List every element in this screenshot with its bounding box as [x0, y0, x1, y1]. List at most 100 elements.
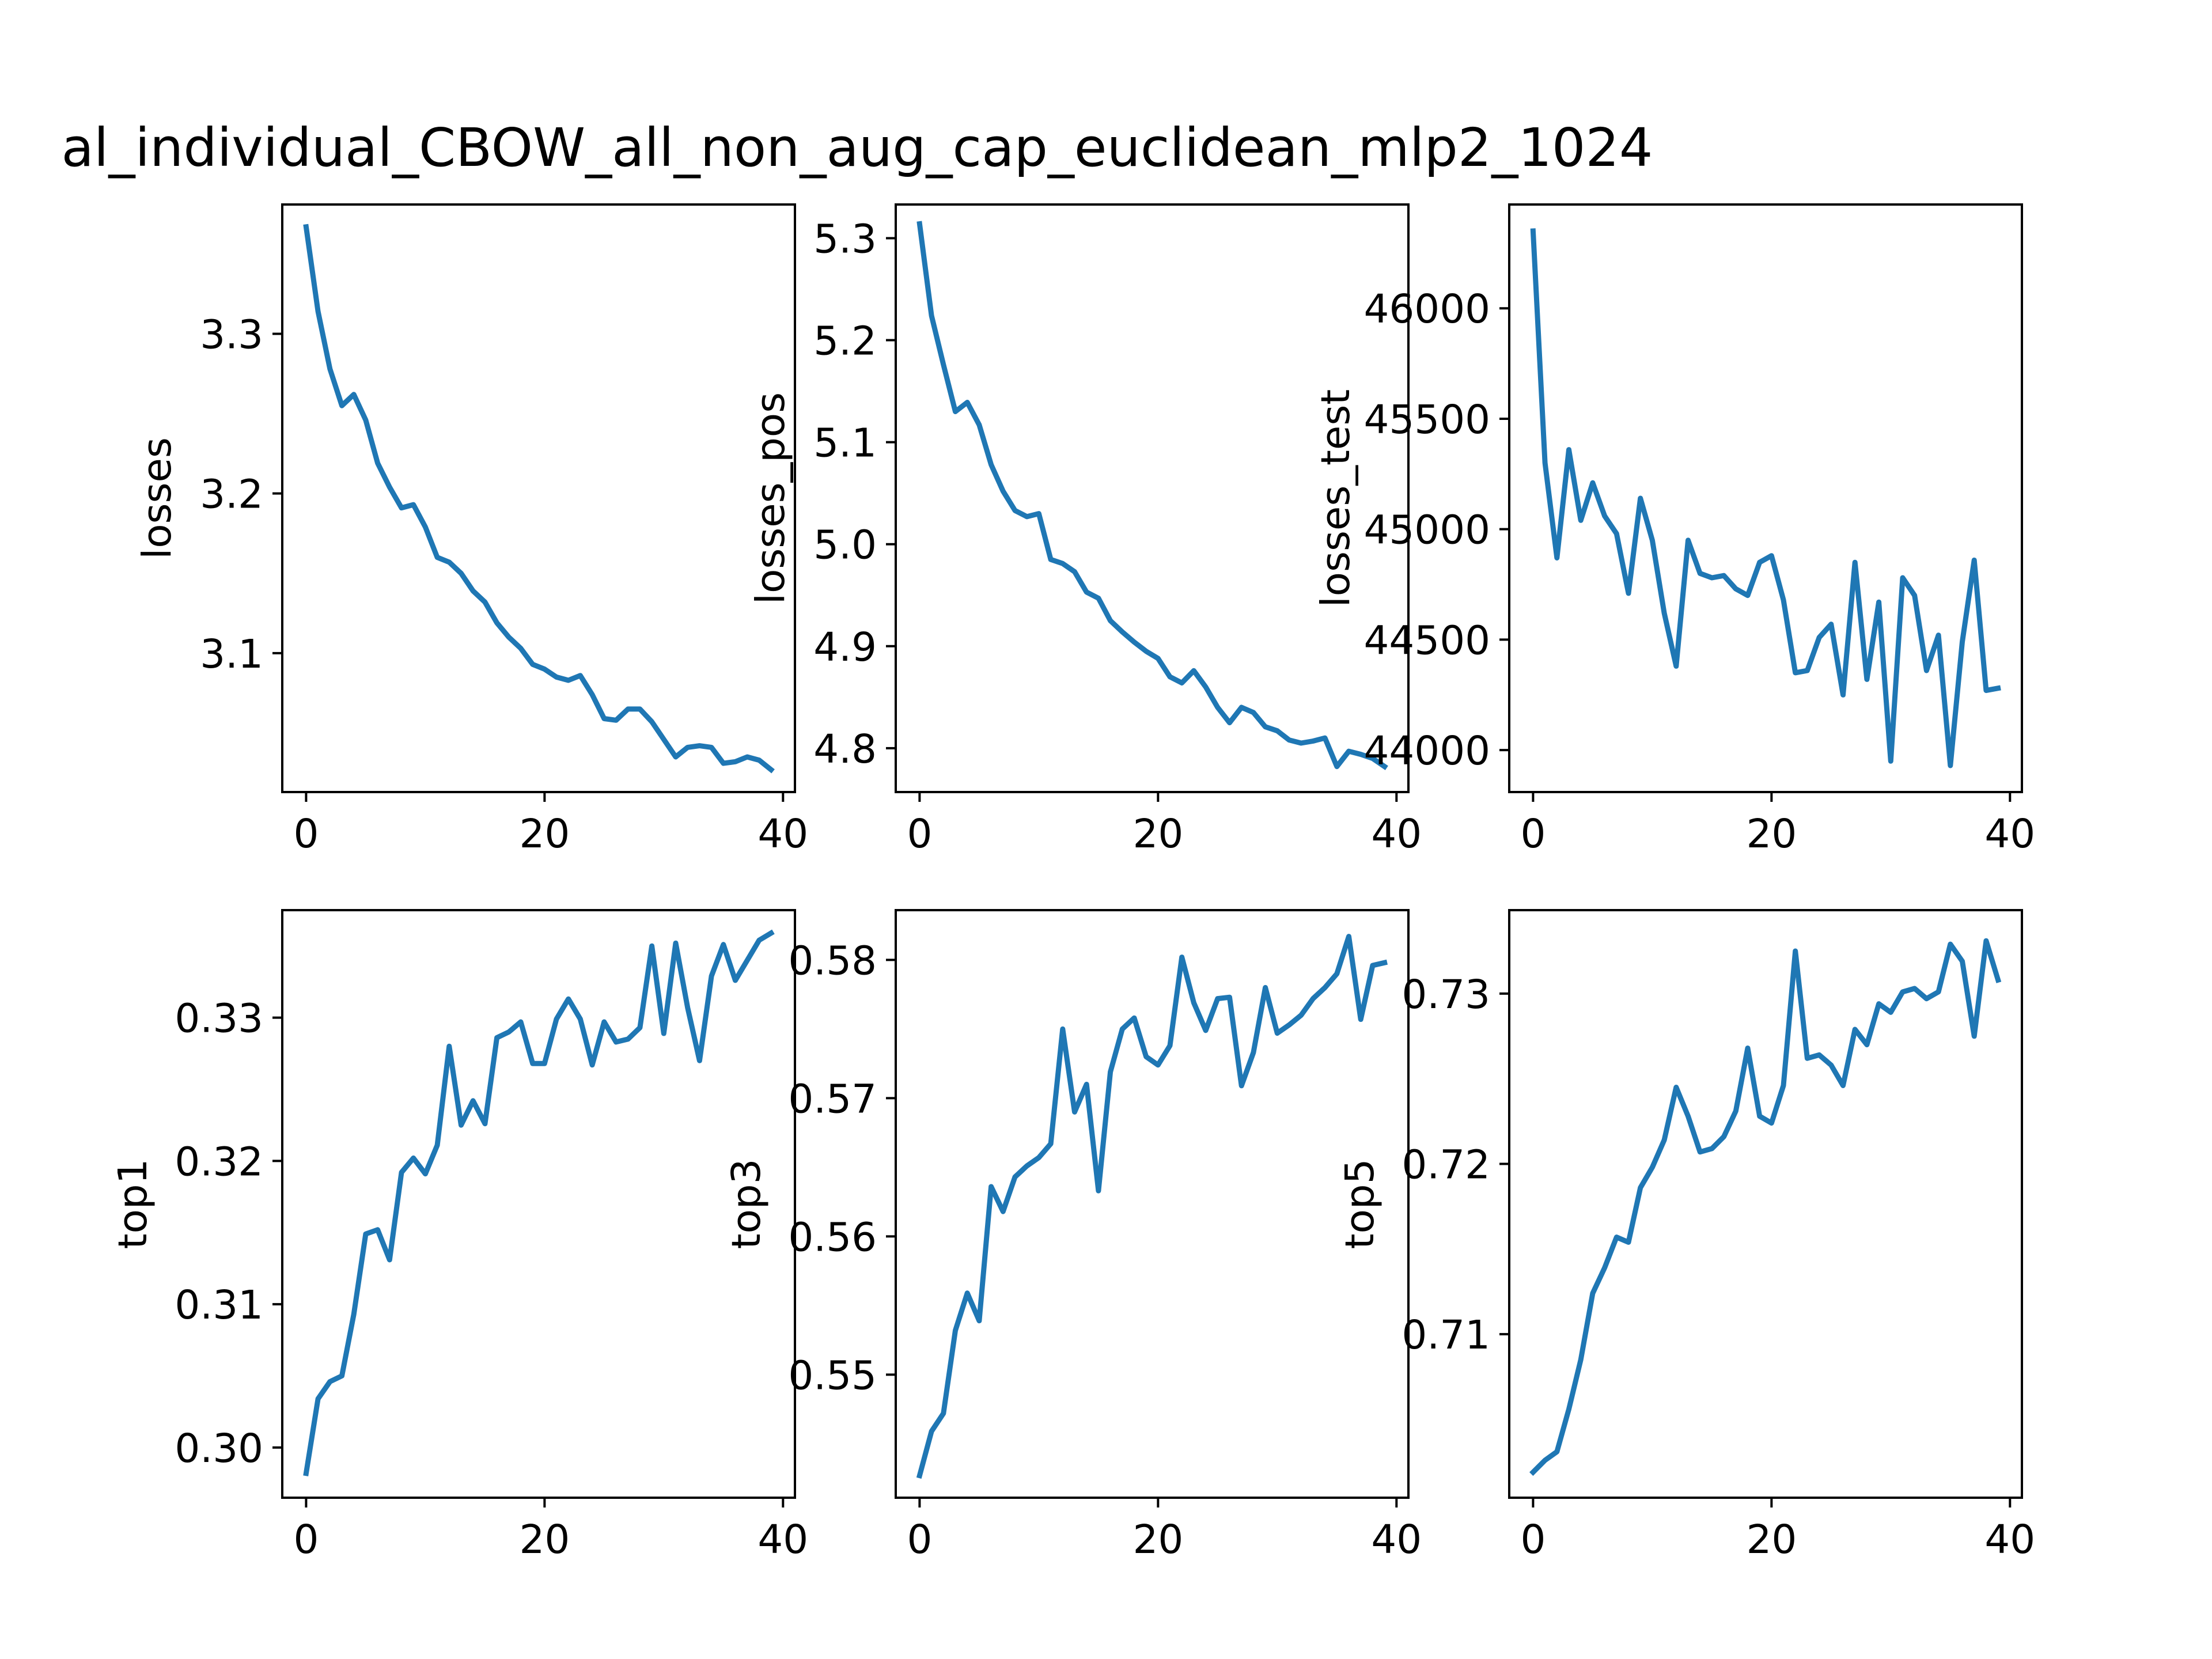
data-point [1001, 1209, 1005, 1214]
data-point [1781, 1084, 1786, 1088]
y-axis-label: top5 [1337, 1159, 1383, 1249]
axes-frame [1508, 203, 2023, 793]
data-point [685, 1005, 690, 1010]
data-point [757, 758, 762, 763]
data-point [506, 635, 511, 639]
data-point [1531, 229, 1535, 233]
data-point [1013, 508, 1017, 513]
data-point [733, 978, 738, 983]
data-point [1984, 938, 1988, 943]
data-point [1614, 531, 1619, 536]
data-point [1335, 971, 1339, 976]
data-point [1120, 630, 1124, 634]
x-tick-label: 20 [1746, 811, 1797, 857]
y-tick-label: 0.56 [788, 1214, 877, 1260]
data-point [941, 1411, 946, 1416]
data-point [1555, 556, 1559, 560]
data-point [423, 1172, 427, 1176]
data-point [1626, 1240, 1631, 1245]
y-tick-label: 3.3 [200, 312, 263, 358]
data-point [495, 1035, 499, 1040]
data-point [1650, 1165, 1654, 1169]
data-point [1013, 1175, 1017, 1179]
data-point [1853, 560, 1857, 565]
data-point [1829, 622, 1834, 627]
data-point [929, 1429, 934, 1434]
x-tick-label: 0 [1520, 811, 1546, 857]
data-point [1132, 1016, 1137, 1020]
data-point [1722, 573, 1726, 578]
data-point [328, 1380, 332, 1384]
data-point [1578, 1358, 1583, 1362]
data-point [1025, 1164, 1029, 1168]
data-point [1758, 560, 1762, 565]
data-point [1936, 633, 1941, 638]
data-point [1251, 710, 1256, 715]
data-point [471, 589, 475, 593]
y-tick-label: 0.30 [175, 1426, 263, 1472]
data-point [1603, 514, 1607, 518]
data-point [1733, 586, 1738, 591]
data-point [1191, 668, 1196, 673]
data-point [1829, 1063, 1834, 1067]
data-point [1912, 593, 1917, 598]
y-axis-label: top1 [110, 1159, 156, 1249]
data-point [1567, 1407, 1571, 1411]
data-point [1638, 1185, 1643, 1190]
data-point [721, 761, 726, 766]
data-point [351, 392, 356, 397]
y-axis-label: losses_pos [748, 392, 794, 604]
y-tick-label: 0.72 [1402, 1142, 1490, 1188]
data-point [1144, 649, 1149, 654]
data-point [1299, 741, 1304, 745]
data-point [1710, 1146, 1714, 1151]
data-point [1650, 538, 1654, 543]
data-point [1924, 997, 1929, 1001]
y-tick-label: 3.2 [200, 472, 263, 518]
data-point [1817, 1052, 1821, 1057]
data-point [1888, 1010, 1893, 1014]
data-point [1698, 571, 1702, 575]
data-point [1698, 1150, 1702, 1154]
data-point [1769, 1121, 1774, 1126]
data-point [1191, 1001, 1196, 1005]
data-point [1347, 934, 1351, 939]
data-point [483, 1122, 487, 1126]
data-point [614, 718, 619, 722]
data-point [929, 313, 934, 318]
data-point [506, 1030, 511, 1035]
data-point [709, 974, 714, 978]
data-point [1347, 749, 1351, 753]
data-point [1900, 990, 1905, 994]
data-point [1662, 611, 1666, 615]
data-point [1638, 496, 1643, 501]
data-point [578, 1017, 582, 1021]
data-point [1758, 1114, 1762, 1119]
y-tick-label: 5.3 [813, 216, 877, 262]
data-point [941, 362, 946, 367]
data-point [1745, 593, 1750, 598]
y-tick-label: 0.32 [175, 1139, 263, 1185]
data-point [1674, 1085, 1679, 1090]
data-point [304, 225, 308, 229]
data-point [399, 506, 404, 510]
data-point [1805, 1056, 1809, 1060]
series-line [303, 929, 775, 1476]
y-tick-label: 4.9 [813, 624, 877, 671]
data-point [1555, 1449, 1559, 1454]
data-point [1275, 729, 1279, 733]
data-point [1853, 1027, 1857, 1032]
data-point [1793, 949, 1798, 953]
data-point [685, 745, 690, 749]
data-point [709, 745, 714, 749]
data-point [399, 1170, 404, 1175]
x-tick-label: 40 [1984, 811, 2035, 857]
data-point [673, 755, 678, 759]
data-point [316, 309, 320, 314]
data-point [1073, 570, 1077, 574]
x-tick-label: 0 [293, 1517, 319, 1563]
y-tick-label: 0.73 [1402, 972, 1490, 1018]
data-point [435, 555, 440, 560]
x-tick-label: 40 [1984, 1517, 2035, 1563]
